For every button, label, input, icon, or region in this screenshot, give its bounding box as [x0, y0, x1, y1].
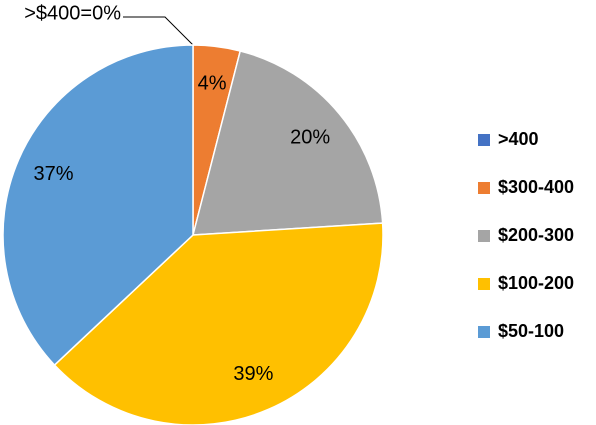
data-label: 39%: [233, 363, 273, 385]
legend-swatch: [478, 326, 490, 338]
data-label: 4%: [198, 72, 227, 94]
legend-label: $100-200: [498, 273, 574, 293]
legend-label: $200-300: [498, 225, 574, 245]
legend-swatch: [478, 134, 490, 146]
legend-swatch: [478, 230, 490, 242]
pie-slice: [192, 50, 384, 236]
legend-swatch: [478, 182, 490, 194]
pie-slice: [53, 222, 384, 425]
pie-slice: [2, 44, 194, 367]
legend-swatch: [478, 278, 490, 290]
legend-label: $300-400: [498, 177, 574, 197]
data-label: >$400=0%: [24, 2, 121, 24]
leader-line: [123, 16, 194, 46]
legend-label: $50-100: [498, 321, 564, 341]
data-label: 37%: [33, 163, 73, 185]
legend-label: >400: [498, 129, 539, 149]
data-label: 20%: [290, 126, 330, 148]
